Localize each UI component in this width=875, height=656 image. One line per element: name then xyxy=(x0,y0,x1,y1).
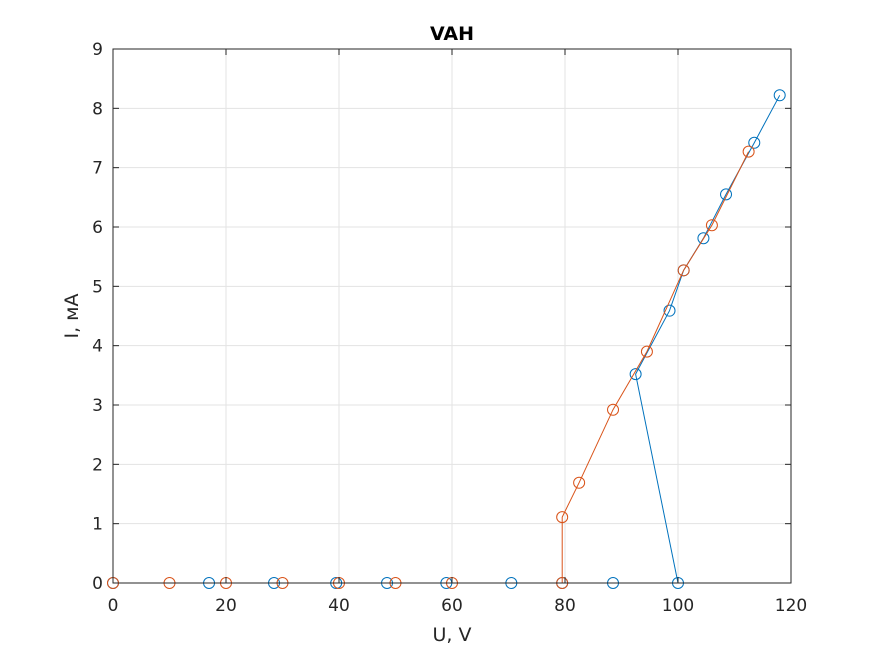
x-tick-label: 40 xyxy=(328,596,350,616)
series-2-point xyxy=(705,219,718,232)
series-1-point xyxy=(629,368,642,381)
y-tick-label: 0 xyxy=(92,574,103,594)
series-1-point xyxy=(748,136,761,149)
y-tick-label: 1 xyxy=(92,515,103,535)
x-tick-label: 0 xyxy=(108,596,119,616)
series-2-point xyxy=(677,264,690,277)
series-2-point xyxy=(556,511,569,524)
x-tick-label: 100 xyxy=(662,596,694,616)
series-1-point xyxy=(720,188,733,201)
ticks: 0 20 40 60 80 100 120 0 1 2 3 4 5 6 7 8 9 xyxy=(92,40,807,616)
series-1-point xyxy=(773,89,786,102)
series-1-point xyxy=(697,232,710,245)
x-tick-label: 60 xyxy=(441,596,463,616)
y-tick-label: 4 xyxy=(92,337,103,357)
y-axis-label: I, мА xyxy=(61,293,83,338)
series-2-point xyxy=(640,345,653,358)
x-tick-label: 20 xyxy=(215,596,237,616)
series-2-point xyxy=(742,145,755,158)
series-2-point xyxy=(573,476,586,489)
y-tick-label: 8 xyxy=(92,99,103,119)
series-2-point xyxy=(607,403,620,416)
y-tick-label: 2 xyxy=(92,455,103,475)
x-tick-label: 80 xyxy=(554,596,576,616)
y-tick-label: 7 xyxy=(92,159,103,179)
x-tick-label: 120 xyxy=(775,596,807,616)
x-axis-label: U, V xyxy=(433,624,472,646)
y-tick-label: 9 xyxy=(92,40,103,60)
y-tick-label: 6 xyxy=(92,218,103,238)
y-tick-label: 5 xyxy=(92,277,103,297)
series-1-point xyxy=(663,304,676,317)
chart-title: VAH xyxy=(430,23,474,45)
y-tick-label: 3 xyxy=(92,396,103,416)
